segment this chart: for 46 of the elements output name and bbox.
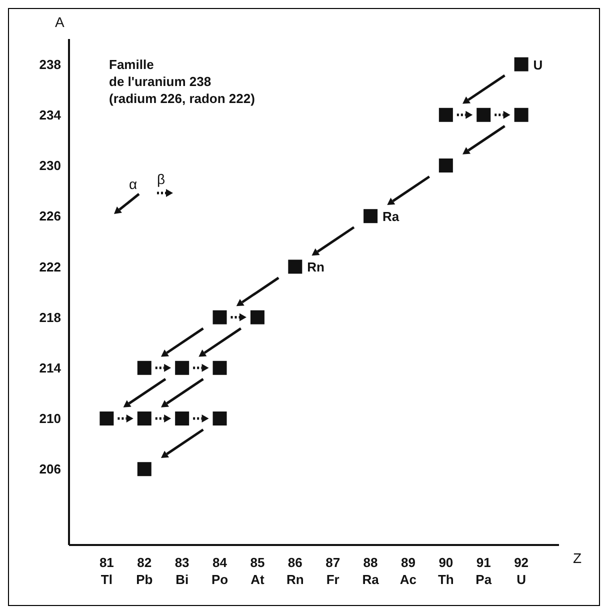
annotation: β bbox=[157, 171, 166, 187]
point bbox=[212, 310, 227, 324]
x-tick-label: 91 Pa bbox=[476, 555, 492, 587]
annotation: α bbox=[129, 176, 138, 192]
annotation: Rn bbox=[307, 260, 325, 275]
annotation: U bbox=[533, 57, 543, 72]
point bbox=[137, 412, 152, 426]
point bbox=[438, 108, 453, 122]
y-tick-label: 206 bbox=[39, 462, 61, 477]
x-tick-label: 90 Th bbox=[438, 555, 454, 587]
x-tick-label: 89 Ac bbox=[400, 555, 417, 587]
point bbox=[100, 412, 114, 426]
x-tick-label: 85 At bbox=[250, 555, 265, 587]
point bbox=[250, 310, 264, 324]
point bbox=[212, 360, 227, 375]
y-axis-title: A bbox=[55, 14, 65, 30]
x-tick-label: 81 Tl bbox=[99, 555, 114, 587]
x-axis-title: Z bbox=[573, 550, 582, 566]
x-tick-label: 87 Fr bbox=[326, 555, 340, 587]
point bbox=[438, 158, 453, 172]
y-tick-label: 222 bbox=[39, 259, 61, 274]
annotation: Ra bbox=[382, 209, 400, 224]
x-tick-label: 86 Rn bbox=[286, 555, 304, 587]
point bbox=[175, 360, 190, 375]
y-tick-label: 230 bbox=[39, 158, 61, 174]
x-tick-label: 83 Bi bbox=[174, 555, 190, 587]
y-tick-label: 226 bbox=[39, 208, 61, 224]
y-tick-label: 214 bbox=[39, 360, 62, 376]
point bbox=[476, 108, 491, 122]
point bbox=[364, 209, 378, 224]
y-tick-label: 238 bbox=[39, 56, 61, 72]
y-tick-label: 218 bbox=[39, 310, 61, 325]
y-tick-label: 210 bbox=[39, 411, 61, 426]
x-tick-label: 82 Pb bbox=[136, 555, 153, 587]
point bbox=[514, 57, 528, 72]
point bbox=[137, 462, 152, 476]
point bbox=[137, 360, 152, 375]
x-tick-label: 92 U bbox=[514, 555, 529, 587]
annotation: Famille de l'uranium 238 (radium 226, radon 222) bbox=[109, 57, 255, 106]
x-tick-label: 88 Ra bbox=[362, 555, 380, 587]
point bbox=[514, 108, 528, 122]
point bbox=[212, 412, 227, 426]
x-tick-label: 84 Po bbox=[211, 555, 228, 587]
y-tick-label: 234 bbox=[39, 108, 62, 123]
point bbox=[175, 412, 190, 426]
point bbox=[288, 260, 302, 274]
